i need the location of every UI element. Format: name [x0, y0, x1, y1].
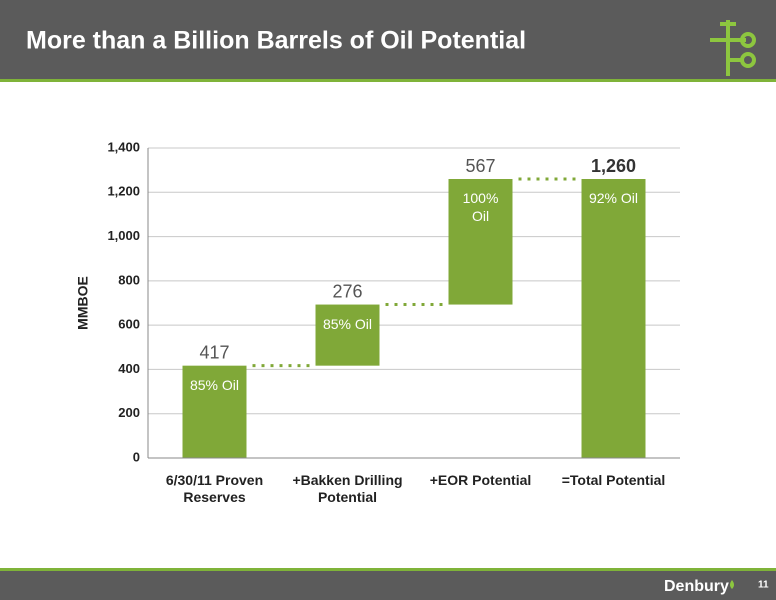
x-tick-label: 6/30/11 Proven Reserves — [165, 472, 264, 505]
y-tick-label: 1,400 — [107, 139, 140, 154]
slide-title: More than a Billion Barrels of Oil Poten… — [26, 27, 526, 55]
value-label: 276 — [332, 281, 362, 301]
bar — [448, 179, 513, 305]
y-tick-label: 400 — [118, 361, 140, 376]
x-tick-label: +EOR Potential — [429, 472, 532, 488]
x-tick-label: =Total Potential — [561, 472, 666, 488]
footer-band — [0, 571, 776, 600]
value-label: 567 — [465, 156, 495, 176]
x-tick-label: +Bakken Drilling Potential — [292, 472, 403, 505]
y-tick-label: 0 — [133, 449, 140, 464]
header-rule — [0, 79, 776, 82]
logo-icon — [710, 20, 756, 76]
bar — [315, 304, 380, 366]
footer-rule — [0, 568, 776, 571]
y-tick-label: 200 — [118, 405, 140, 420]
bar — [581, 179, 646, 458]
y-axis-label: MMBOE — [75, 276, 91, 330]
bar-annotation: 85% Oil — [322, 315, 373, 332]
bar-annotation: 85% Oil — [189, 376, 240, 393]
y-tick-label: 1,000 — [107, 228, 140, 243]
value-label: 417 — [199, 342, 229, 362]
y-tick-label: 1,200 — [107, 184, 140, 199]
bar-annotation: 100% Oil — [462, 190, 499, 224]
y-tick-label: 600 — [118, 317, 140, 332]
bar — [182, 365, 247, 458]
page-number: 11 — [758, 580, 769, 591]
brand-drop — [730, 580, 734, 589]
value-label: 1,260 — [591, 156, 636, 176]
y-tick-label: 800 — [118, 272, 140, 287]
bar-annotation: 92% Oil — [588, 190, 639, 206]
brand: Denbury — [664, 578, 729, 595]
header-band — [0, 0, 776, 79]
